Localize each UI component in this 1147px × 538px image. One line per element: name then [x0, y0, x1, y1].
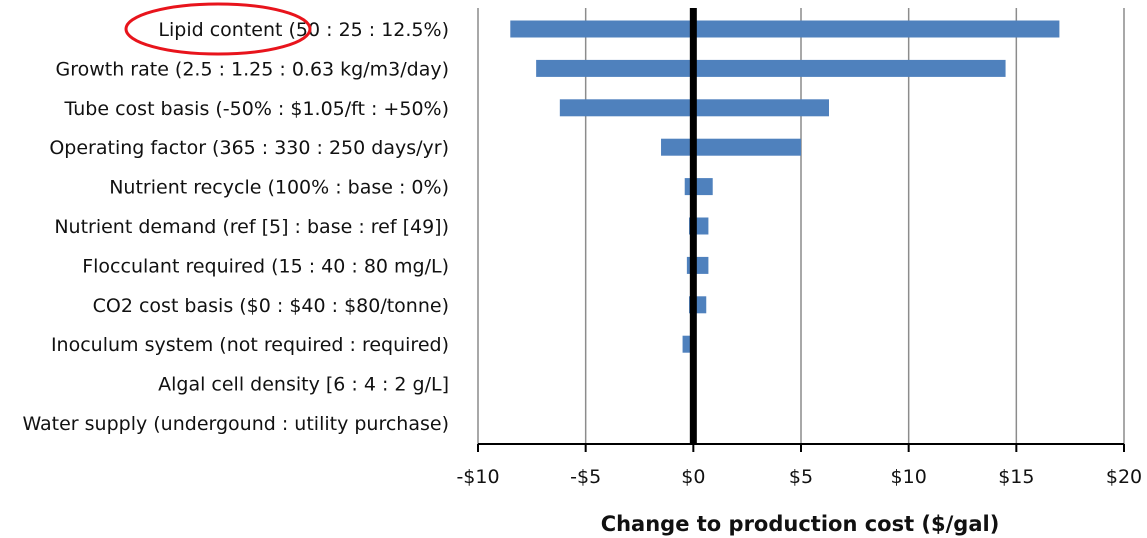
category-label: Inoculum system (not required : required…: [51, 334, 449, 356]
category-label: Water supply (undergound : utility purch…: [22, 413, 449, 435]
x-tick-label: $5: [789, 466, 813, 488]
x-tick-label: $20: [1106, 466, 1142, 488]
bar: [661, 138, 801, 156]
x-tick-label: -$5: [570, 466, 601, 488]
bar: [684, 178, 713, 196]
x-tick-label: $10: [891, 466, 927, 488]
x-axis: [477, 443, 1125, 452]
category-label: Nutrient demand (ref [5] : base : ref [4…: [54, 216, 449, 238]
x-axis-title: Change to production cost ($/gal): [601, 512, 1000, 536]
x-tick-label: $15: [998, 466, 1034, 488]
category-label: Lipid content (50 : 25 : 12.5%): [158, 19, 449, 41]
grid-lines: [477, 8, 1125, 444]
tick-labels: -$10 -$5 $0 $5 $10 $15 $20: [456, 466, 1142, 488]
category-label: Operating factor (365 : 330 : 250 days/y…: [49, 137, 449, 159]
category-labels: Lipid content (50 : 25 : 12.5%) Growth ra…: [22, 19, 449, 435]
category-label: Algal cell density [6 : 4 : 2 g/L]: [158, 374, 449, 396]
category-label: Nutrient recycle (100% : base : 0%): [109, 177, 449, 199]
bars: [510, 20, 1060, 353]
category-label: Flocculant required (15 : 40 : 80 mg/L): [82, 255, 449, 277]
highlight-ellipse: [124, 2, 312, 56]
bar: [510, 20, 1060, 38]
category-label: Tube cost basis (-50% : $1.05/ft : +50%): [64, 98, 449, 120]
x-tick-label: $0: [681, 466, 705, 488]
x-tick-label: -$10: [456, 466, 499, 488]
bar: [682, 335, 694, 353]
category-label: Growth rate (2.5 : 1.25 : 0.63 kg/m3/day…: [55, 58, 449, 80]
category-label: CO2 cost basis ($0 : $40 : $80/tonne): [93, 295, 449, 317]
bar: [536, 59, 1006, 77]
